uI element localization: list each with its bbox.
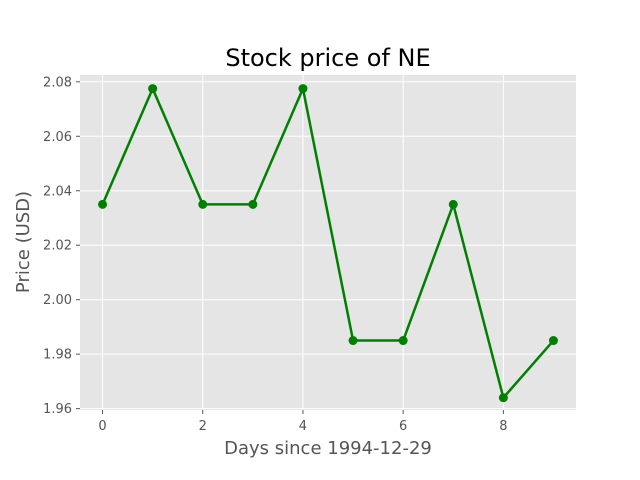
x-axis-ticks: 0 2 4 6 8 [98, 410, 507, 434]
grid-lines [80, 75, 576, 410]
price-series-line [101, 87, 555, 399]
data-point [148, 84, 158, 94]
x-tick-label: 0 [98, 419, 106, 434]
data-point [298, 84, 308, 94]
x-tick-label: 8 [499, 419, 507, 434]
data-point [548, 336, 558, 346]
data-point [348, 336, 358, 346]
y-tick-label: 2.00 [43, 293, 72, 308]
y-tick-label: 2.02 [43, 239, 72, 254]
data-point [448, 199, 458, 209]
data-point [498, 393, 508, 403]
y-tick-label: 1.96 [43, 402, 72, 417]
x-axis-label: Days since 1994-12-29 [224, 438, 432, 459]
y-tick-label: 1.98 [43, 348, 72, 363]
data-point [398, 336, 408, 346]
data-point [248, 199, 258, 209]
y-tick-label: 2.08 [43, 75, 72, 90]
x-tick-label: 4 [299, 419, 307, 434]
plot-area [80, 75, 576, 410]
y-tick-label: 2.04 [43, 184, 72, 199]
series-layer [98, 84, 558, 403]
chart-title: Stock price of NE [225, 44, 430, 72]
y-tick-label: 2.06 [43, 130, 72, 145]
x-tick-label: 2 [199, 419, 207, 434]
data-point [98, 199, 108, 209]
x-tick-label: 6 [399, 419, 407, 434]
data-point [198, 199, 208, 209]
y-axis-ticks: 1.96 1.98 2.00 2.02 2.04 2.06 2.08 [43, 75, 80, 417]
y-axis-label: Price (USD) [13, 191, 34, 293]
